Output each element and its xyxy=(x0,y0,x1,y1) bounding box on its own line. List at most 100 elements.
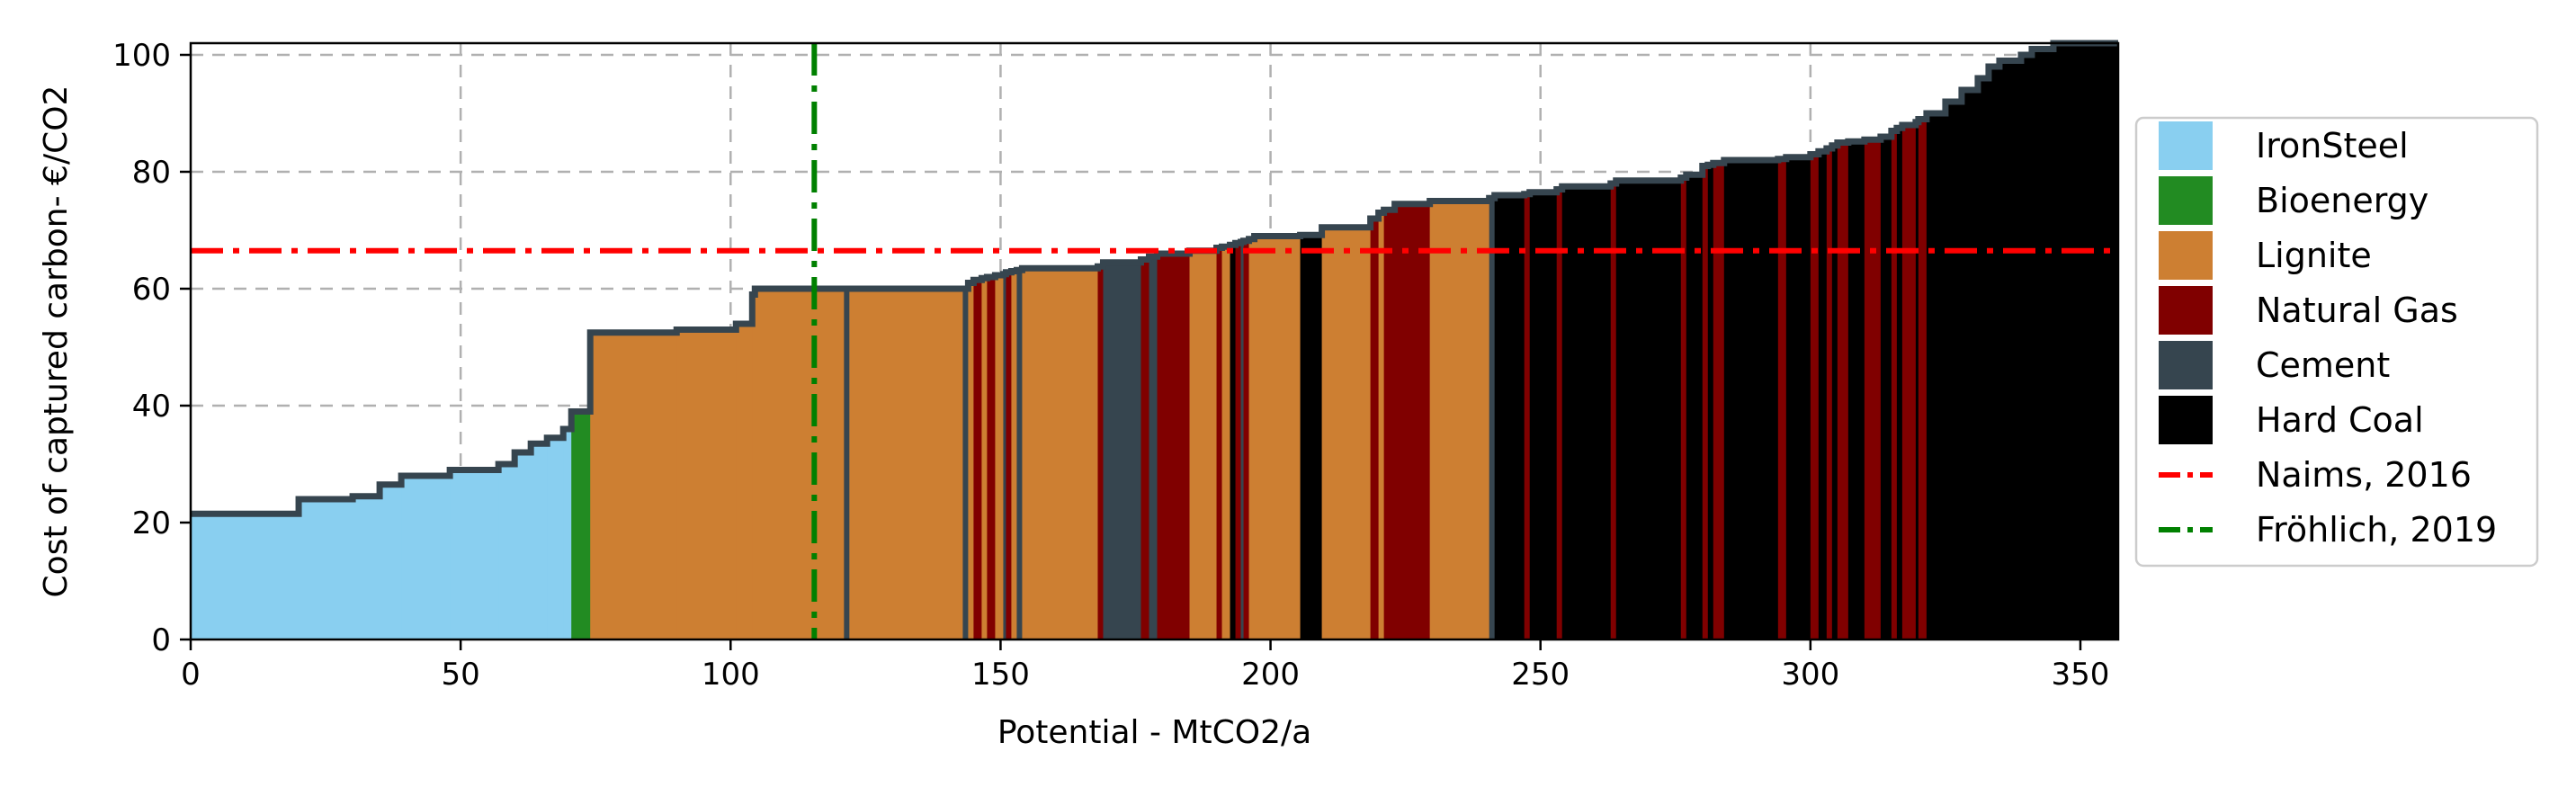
segment-ironsteel xyxy=(380,484,402,639)
segment-natural-gas xyxy=(1243,240,1250,639)
segment-hard-coal xyxy=(1926,113,1946,639)
segment-hard-coal xyxy=(1999,60,2022,639)
segment-natural-gas xyxy=(1702,165,1709,639)
segment-lignite xyxy=(1378,212,1385,639)
segment-natural-gas xyxy=(1610,183,1617,639)
segment-hard-coal xyxy=(1230,245,1237,639)
segment-ironsteel xyxy=(531,443,548,639)
x-axis-ticks: 0 50 100 150 200 250 300 350 xyxy=(181,639,2109,693)
legend-label-lignite: Lignite xyxy=(2256,236,2372,275)
segment-natural-gas xyxy=(1864,139,1882,639)
reference-lines xyxy=(191,43,2118,639)
y-axis-ticks: 0 20 40 60 80 100 xyxy=(112,38,191,658)
legend-swatch-hard-coal xyxy=(2159,396,2213,444)
segment-natural-gas xyxy=(1235,243,1242,639)
segment-cement xyxy=(1103,262,1142,639)
segment-ironsteel xyxy=(353,496,380,639)
segment-hard-coal xyxy=(1707,165,1714,639)
segment-hard-coal xyxy=(2031,49,2054,639)
segment-natural-gas xyxy=(1556,189,1563,639)
segment-natural-gas xyxy=(1901,125,1917,639)
segment-lignite xyxy=(1011,271,1018,639)
segment-natural-gas xyxy=(1006,272,1013,639)
segment-natural-gas xyxy=(1777,158,1787,639)
plot-frame xyxy=(189,41,2120,641)
segment-lignite xyxy=(676,329,737,639)
segment-cement xyxy=(962,289,970,639)
segment-hard-coal xyxy=(1847,141,1865,639)
x-tick-label: 0 xyxy=(181,657,201,693)
segment-natural-gas xyxy=(1394,203,1431,639)
segment-hard-coal xyxy=(1880,137,1892,639)
segment-lignite xyxy=(1248,238,1256,639)
cost-curve xyxy=(191,40,2118,517)
segment-hard-coal xyxy=(1529,192,1558,639)
x-tick-label: 300 xyxy=(1781,657,1839,693)
segment-hard-coal xyxy=(1831,145,1838,639)
segment-hard-coal xyxy=(1615,180,1682,639)
segment-ironsteel xyxy=(401,476,451,639)
segment-hard-coal xyxy=(2020,55,2033,639)
cost-curve-line xyxy=(191,40,2118,517)
legend-label-bioenergy: Bioenergy xyxy=(2256,181,2428,220)
segment-natural-gas xyxy=(1370,219,1380,639)
legend-label-natural-gas: Natural Gas xyxy=(2256,291,2458,330)
segment-natural-gas xyxy=(1524,193,1531,639)
segment-ironsteel xyxy=(191,514,300,639)
segment-hard-coal xyxy=(1977,78,1990,639)
segment-lignite xyxy=(590,332,677,639)
segment-hard-coal xyxy=(1686,174,1704,639)
segment-cement xyxy=(1489,198,1496,639)
legend-label-cement: Cement xyxy=(2256,345,2390,385)
x-tick-label: 150 xyxy=(971,657,1030,693)
legend-swatch-lignite xyxy=(2159,231,2213,280)
segment-hard-coal xyxy=(1961,90,1979,639)
segment-hard-coal xyxy=(2053,43,2119,639)
segment-cement xyxy=(1016,270,1024,639)
segment-lignite xyxy=(1022,268,1099,639)
segment-natural-gas xyxy=(1713,163,1725,639)
segment-hard-coal xyxy=(1896,128,1903,639)
y-tick-label: 100 xyxy=(112,38,171,74)
y-tick-label: 40 xyxy=(132,389,171,425)
segment-lignite xyxy=(1321,227,1372,639)
segment-ironsteel xyxy=(498,464,515,639)
segment-hard-coal xyxy=(1494,195,1525,639)
segment-natural-gas xyxy=(1826,148,1833,639)
segment-natural-gas xyxy=(1810,154,1820,639)
segment-lignite xyxy=(1221,246,1231,639)
x-axis-label: Potential - MtCO2/a xyxy=(997,714,1311,751)
segment-cement xyxy=(1149,256,1158,639)
segment-ironsteel xyxy=(563,429,572,639)
segment-lignite xyxy=(981,278,988,639)
segment-natural-gas xyxy=(1891,130,1898,639)
segment-natural-gas xyxy=(987,277,997,639)
y-tick-label: 0 xyxy=(151,622,171,658)
segment-natural-gas xyxy=(1918,119,1928,639)
segment-hard-coal xyxy=(1818,151,1828,639)
legend-label-ironsteel: IronSteel xyxy=(2256,126,2409,165)
segment-cement xyxy=(1003,273,1007,639)
segment-hard-coal xyxy=(1723,160,1779,639)
segment-cement xyxy=(844,289,850,639)
x-tick-label: 50 xyxy=(442,657,480,693)
segment-bioenergy xyxy=(571,411,591,639)
segment-lignite xyxy=(736,324,753,639)
x-tick-label: 200 xyxy=(1241,657,1300,693)
legend-label-naims-2016: Naims, 2016 xyxy=(2256,455,2472,495)
legend-swatch-cement xyxy=(2159,341,2213,389)
y-tick-label: 80 xyxy=(132,155,171,191)
segment-lignite xyxy=(1189,250,1218,639)
segment-lignite xyxy=(849,289,964,639)
segment-cement xyxy=(1240,242,1245,639)
cost-segments xyxy=(191,43,2119,639)
segment-lignite xyxy=(1429,201,1490,639)
y-tick-label: 60 xyxy=(132,272,171,308)
segment-natural-gas xyxy=(1097,266,1105,639)
segment-natural-gas xyxy=(1680,177,1687,639)
x-tick-label: 100 xyxy=(702,657,760,693)
segment-natural-gas xyxy=(973,280,983,639)
legend-swatch-bioenergy xyxy=(2159,176,2213,225)
segment-ironsteel xyxy=(547,437,564,639)
